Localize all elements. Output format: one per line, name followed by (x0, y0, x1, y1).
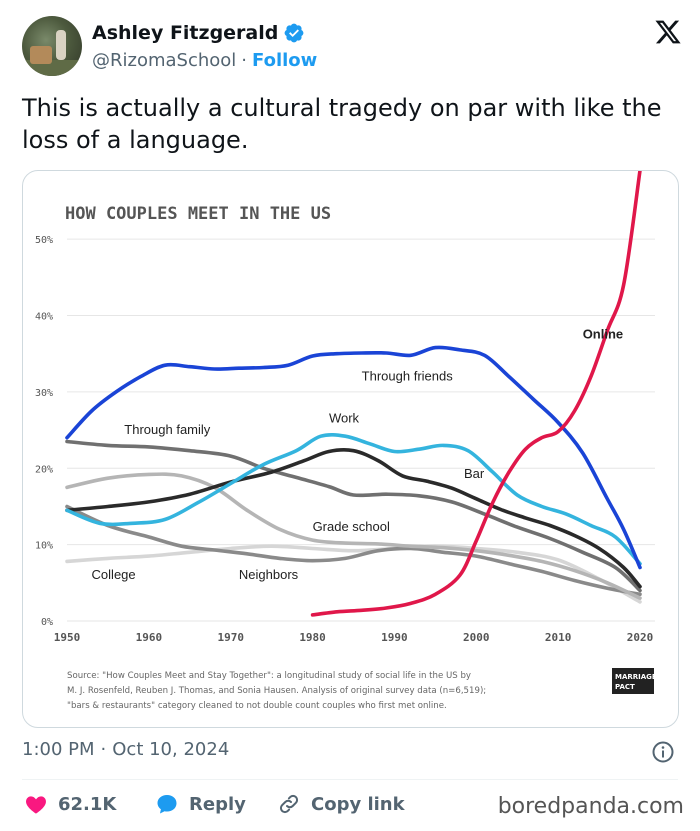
source-line: Source: "How Couples Meet and Stay Toget… (67, 671, 471, 681)
series-label-grade-school: Grade school (313, 519, 390, 534)
source-line: M. J. Rosenfeld, Reuben J. Thomas, and S… (67, 686, 486, 696)
verified-badge-icon (284, 23, 304, 43)
tweet-time: 1:00 PM (22, 739, 95, 760)
y-tick-label: 50% (35, 235, 53, 246)
series-label-through-family: Through family (124, 422, 210, 437)
reply-label: Reply (189, 793, 246, 815)
timestamp[interactable]: 1:00 PM · Oct 10, 2024 (22, 739, 229, 760)
series-line-online (310, 171, 642, 617)
chart-source-note: Source: "How Couples Meet and Stay Toget… (67, 671, 486, 711)
reply-bubble-icon (157, 795, 177, 814)
series-label-college: College (92, 567, 136, 582)
series-line-grade-school (65, 472, 642, 600)
info-icon[interactable] (651, 740, 675, 764)
copy-link-button[interactable]: Copy link (277, 788, 405, 820)
author-name[interactable]: Ashley Fitzgerald (92, 22, 279, 44)
x-tick-label: 1990 (381, 631, 408, 644)
chart: HOW COUPLES MEET IN THE US 0% 10% 20% 30% 40… (35, 171, 657, 711)
series-line-work (65, 433, 642, 566)
x-tick-label: 1980 (299, 631, 326, 644)
heart-icon (26, 796, 46, 814)
series-label-bar: Bar (464, 466, 485, 481)
series-label-work: Work (329, 410, 360, 425)
source-line: "bars & restaurants" category cleaned to… (67, 701, 447, 711)
logo-box (612, 668, 654, 694)
chart-title: HOW COUPLES MEET IN THE US (65, 204, 331, 224)
x-tick-label: 2020 (627, 631, 654, 644)
x-tick-label: 2010 (545, 631, 572, 644)
series-label-neighbors: Neighbors (239, 567, 299, 582)
watermark: boredpanda.com (497, 794, 684, 819)
tweet-header: Ashley Fitzgerald @RizomaSchool · Follow (22, 16, 682, 80)
handle-line: @RizomaSchool · Follow (92, 50, 317, 71)
logo-text: PACT (615, 683, 635, 691)
author-name-line: Ashley Fitzgerald (92, 22, 305, 44)
y-tick-label: 20% (35, 464, 53, 475)
like-count: 62.1K (58, 793, 117, 815)
tweet-text: This is actually a cultural tragedy on p… (22, 94, 662, 154)
action-bar: 62.1K Reply Copy link (22, 788, 682, 820)
y-tick-label: 0% (41, 617, 53, 628)
copy-link-label: Copy link (311, 793, 405, 815)
x-tick-label: 1950 (54, 631, 81, 644)
series-label-through-friends: Through friends (362, 368, 454, 383)
link-icon (279, 794, 299, 814)
logo-text: MARRIAGE (615, 673, 657, 681)
tweet-media-chart[interactable]: HOW COUPLES MEET IN THE US 0% 10% 20% 30% 40… (22, 170, 679, 728)
y-tick-label: 30% (35, 388, 53, 399)
x-logo-icon[interactable] (654, 18, 682, 46)
series-line-college (65, 544, 642, 604)
x-tick-label: 1960 (136, 631, 163, 644)
divider (22, 779, 678, 780)
tweet-date: Oct 10, 2024 (112, 739, 230, 760)
series-line-neighbors (65, 504, 642, 597)
series-line-through-friends (65, 345, 642, 570)
series-line-bar (65, 448, 642, 589)
reply-button[interactable]: Reply (155, 788, 246, 820)
separator-dot: · (241, 50, 248, 71)
avatar[interactable] (22, 16, 82, 76)
series-line-through-family (65, 439, 642, 593)
marriage-pact-logo: MARRIAGE PACT (612, 668, 657, 694)
x-tick-label: 1970 (217, 631, 244, 644)
follow-button[interactable]: Follow (252, 50, 318, 71)
x-tick-label: 2000 (463, 631, 490, 644)
separator-dot: · (100, 739, 107, 760)
series-label-online: Online (583, 326, 623, 341)
y-tick-label: 10% (35, 541, 53, 552)
like-button[interactable]: 62.1K (24, 788, 116, 820)
y-tick-label: 40% (35, 312, 53, 323)
author-handle[interactable]: @RizomaSchool (92, 50, 237, 71)
